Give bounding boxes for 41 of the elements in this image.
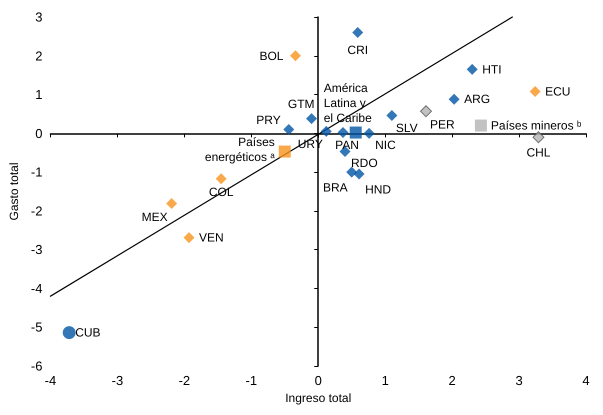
annotation: VEN <box>199 230 224 245</box>
y-tick-label: 1 <box>35 87 42 102</box>
annotation: NIC <box>375 138 396 152</box>
annotation: ECU <box>545 84 570 98</box>
annotation: RDO <box>351 156 378 170</box>
y-tick-label: -1 <box>30 164 42 180</box>
x-tick-label: -2 <box>178 373 190 388</box>
y-tick-label: -2 <box>30 203 42 218</box>
x-axis-title: Ingreso total <box>285 390 352 405</box>
annotation: Países energéticos ᵃ <box>204 135 276 164</box>
annotation: PER <box>430 118 456 132</box>
y-tick-label: 2 <box>35 48 42 64</box>
annotation: ARG <box>464 92 490 106</box>
y-tick-label: 3 <box>35 10 42 24</box>
x-tick-label: 1 <box>382 373 389 388</box>
annotation: GTM <box>288 97 315 112</box>
annotation: HND <box>365 182 392 197</box>
x-tick-label: 2 <box>448 373 456 388</box>
x-tick-label: 0 <box>314 373 322 388</box>
annotation: MEX <box>142 210 168 224</box>
y-tick-label: -4 <box>30 280 42 296</box>
x-tick-label: -4 <box>44 373 56 388</box>
x-tick-label: 3 <box>515 373 523 388</box>
x-tick-label: -1 <box>246 373 258 388</box>
annotation: BOL <box>259 48 284 63</box>
annotation: SLV <box>396 120 418 135</box>
y-tick-label: -3 <box>30 242 42 258</box>
annotation: PAN <box>335 138 359 152</box>
y-tick-label: -5 <box>30 320 42 335</box>
annotation: HTI <box>482 62 502 76</box>
annotation: CUB <box>75 326 101 340</box>
x-tick-label: 4 <box>582 373 590 388</box>
annotation: PRY <box>256 112 281 127</box>
annotation: Países mineros ᵇ <box>490 118 582 133</box>
y-tick-label: 0 <box>35 126 42 141</box>
y-axis-title: Gasto total <box>7 162 21 221</box>
annotation: CRI <box>347 43 368 58</box>
annotation: CHL <box>526 146 551 160</box>
x-tick-label: -3 <box>112 373 124 388</box>
y-tick-label: -6 <box>30 358 42 374</box>
annotation: BRA <box>323 180 348 195</box>
